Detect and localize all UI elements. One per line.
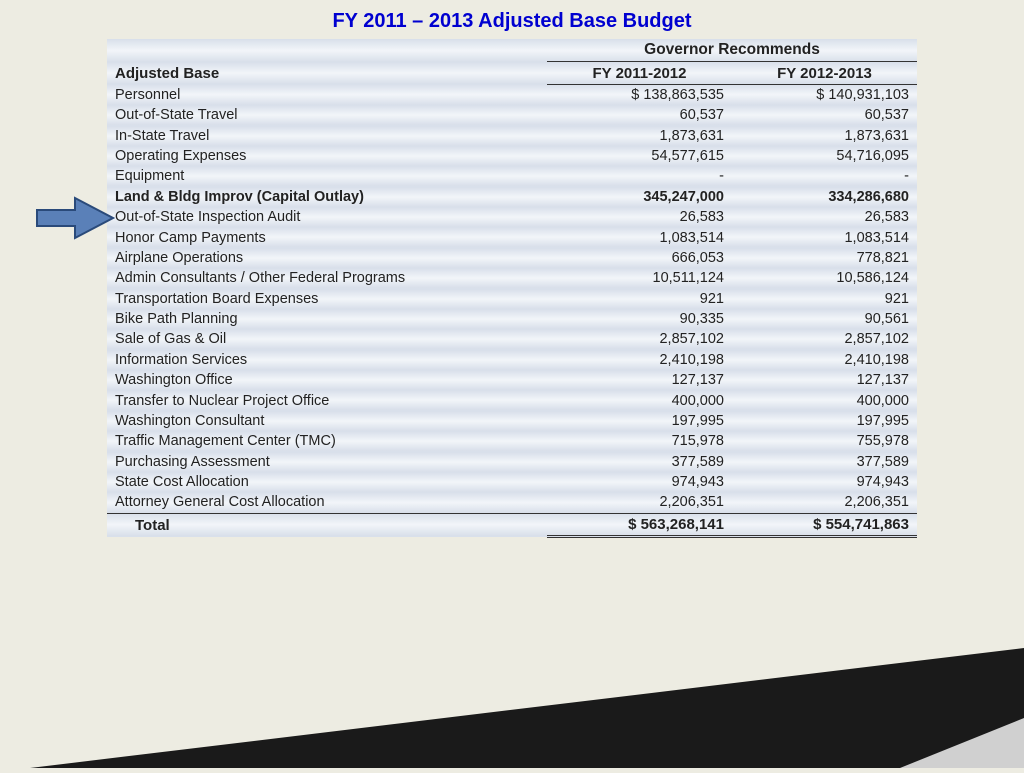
decorative-wedge <box>0 648 1024 768</box>
table-row: Bike Path Planning90,33590,561 <box>107 309 917 329</box>
row-value-2: 400,000 <box>732 390 917 410</box>
row-value-1: 400,000 <box>547 390 732 410</box>
row-label: Airplane Operations <box>107 248 547 268</box>
row-label: Purchasing Assessment <box>107 452 547 472</box>
table-row: Out-of-State Travel60,53760,537 <box>107 105 917 125</box>
row-label: Personnel <box>107 84 547 105</box>
row-value-1: 127,137 <box>547 370 732 390</box>
row-value-1: 90,335 <box>547 309 732 329</box>
row-label: Sale of Gas & Oil <box>107 329 547 349</box>
row-value-2: 1,083,514 <box>732 227 917 247</box>
row-label: Transfer to Nuclear Project Office <box>107 390 547 410</box>
year-1-label: FY 2011-2012 <box>547 62 732 84</box>
governor-header-row: Governor Recommends <box>107 39 917 62</box>
total-row: Total $ 563,268,141 $ 554,741,863 <box>107 513 917 536</box>
row-label: Land & Bldg Improv (Capital Outlay) <box>107 187 547 207</box>
row-label: Honor Camp Payments <box>107 227 547 247</box>
row-value-2: 778,821 <box>732 248 917 268</box>
row-value-1: 54,577,615 <box>547 146 732 166</box>
row-value-2: 921 <box>732 289 917 309</box>
table-row: Sale of Gas & Oil2,857,1022,857,102 <box>107 329 917 349</box>
row-value-1: 1,873,631 <box>547 126 732 146</box>
row-value-2: 2,206,351 <box>732 492 917 513</box>
row-value-1: 666,053 <box>547 248 732 268</box>
row-label: In-State Travel <box>107 126 547 146</box>
row-value-1: 921 <box>547 289 732 309</box>
row-value-2: 1,873,631 <box>732 126 917 146</box>
row-value-2: 197,995 <box>732 411 917 431</box>
row-label: Out-of-State Inspection Audit <box>107 207 547 227</box>
row-label: State Cost Allocation <box>107 472 547 492</box>
row-value-1: 2,410,198 <box>547 350 732 370</box>
row-value-2: 60,537 <box>732 105 917 125</box>
row-value-1: 1,083,514 <box>547 227 732 247</box>
row-value-1: 377,589 <box>547 452 732 472</box>
row-value-2: 755,978 <box>732 431 917 451</box>
row-label: Information Services <box>107 350 547 370</box>
table-row: Land & Bldg Improv (Capital Outlay)345,2… <box>107 187 917 207</box>
row-value-2: 2,410,198 <box>732 350 917 370</box>
table-row: In-State Travel1,873,6311,873,631 <box>107 126 917 146</box>
row-value-2: 10,586,124 <box>732 268 917 288</box>
row-label: Washington Consultant <box>107 411 547 431</box>
table-row: Purchasing Assessment377,589377,589 <box>107 452 917 472</box>
row-value-2: 974,943 <box>732 472 917 492</box>
table-row: Out-of-State Inspection Audit26,58326,58… <box>107 207 917 227</box>
table-row: Airplane Operations666,053778,821 <box>107 248 917 268</box>
adjusted-base-label: Adjusted Base <box>107 62 547 84</box>
row-label: Admin Consultants / Other Federal Progra… <box>107 268 547 288</box>
row-label: Attorney General Cost Allocation <box>107 492 547 513</box>
row-value-1: 345,247,000 <box>547 187 732 207</box>
budget-table-wrap: Governor Recommends Adjusted Base FY 201… <box>107 39 917 538</box>
table-row: Admin Consultants / Other Federal Progra… <box>107 268 917 288</box>
table-row: Information Services2,410,1982,410,198 <box>107 350 917 370</box>
row-value-2: 54,716,095 <box>732 146 917 166</box>
row-value-1: - <box>547 166 732 186</box>
row-value-1: 2,206,351 <box>547 492 732 513</box>
row-value-1: $ 138,863,535 <box>547 84 732 105</box>
year-2-label: FY 2012-2013 <box>732 62 917 84</box>
row-value-2: 26,583 <box>732 207 917 227</box>
table-row: Washington Office127,137127,137 <box>107 370 917 390</box>
budget-table: Governor Recommends Adjusted Base FY 201… <box>107 39 917 538</box>
table-row: Operating Expenses54,577,61554,716,095 <box>107 146 917 166</box>
row-value-2: 377,589 <box>732 452 917 472</box>
row-label: Washington Office <box>107 370 547 390</box>
row-value-1: 60,537 <box>547 105 732 125</box>
table-row: Attorney General Cost Allocation2,206,35… <box>107 492 917 513</box>
table-row: Equipment-- <box>107 166 917 186</box>
year-header-row: Adjusted Base FY 2011-2012 FY 2012-2013 <box>107 62 917 84</box>
governor-recommends-label: Governor Recommends <box>547 39 917 62</box>
row-value-2: $ 140,931,103 <box>732 84 917 105</box>
row-value-1: 197,995 <box>547 411 732 431</box>
row-label: Bike Path Planning <box>107 309 547 329</box>
table-row: Honor Camp Payments1,083,5141,083,514 <box>107 227 917 247</box>
row-label: Traffic Management Center (TMC) <box>107 431 547 451</box>
row-value-1: 2,857,102 <box>547 329 732 349</box>
row-value-1: 715,978 <box>547 431 732 451</box>
table-row: Personnel$ 138,863,535$ 140,931,103 <box>107 84 917 105</box>
row-value-2: 2,857,102 <box>732 329 917 349</box>
table-row: Transportation Board Expenses921921 <box>107 289 917 309</box>
row-value-1: 26,583 <box>547 207 732 227</box>
row-value-2: 90,561 <box>732 309 917 329</box>
row-label: Operating Expenses <box>107 146 547 166</box>
table-row: Transfer to Nuclear Project Office400,00… <box>107 390 917 410</box>
row-value-2: - <box>732 166 917 186</box>
row-label: Equipment <box>107 166 547 186</box>
table-row: Washington Consultant197,995197,995 <box>107 411 917 431</box>
callout-arrow-icon <box>35 196 115 240</box>
row-value-1: 10,511,124 <box>547 268 732 288</box>
table-row: State Cost Allocation974,943974,943 <box>107 472 917 492</box>
row-label: Transportation Board Expenses <box>107 289 547 309</box>
row-value-1: 974,943 <box>547 472 732 492</box>
table-row: Traffic Management Center (TMC)715,97875… <box>107 431 917 451</box>
total-label: Total <box>107 513 547 536</box>
row-value-2: 127,137 <box>732 370 917 390</box>
page-title: FY 2011 – 2013 Adjusted Base Budget <box>0 0 1024 39</box>
row-value-2: 334,286,680 <box>732 187 917 207</box>
total-value-1: $ 563,268,141 <box>547 513 732 536</box>
total-value-2: $ 554,741,863 <box>732 513 917 536</box>
row-label: Out-of-State Travel <box>107 105 547 125</box>
